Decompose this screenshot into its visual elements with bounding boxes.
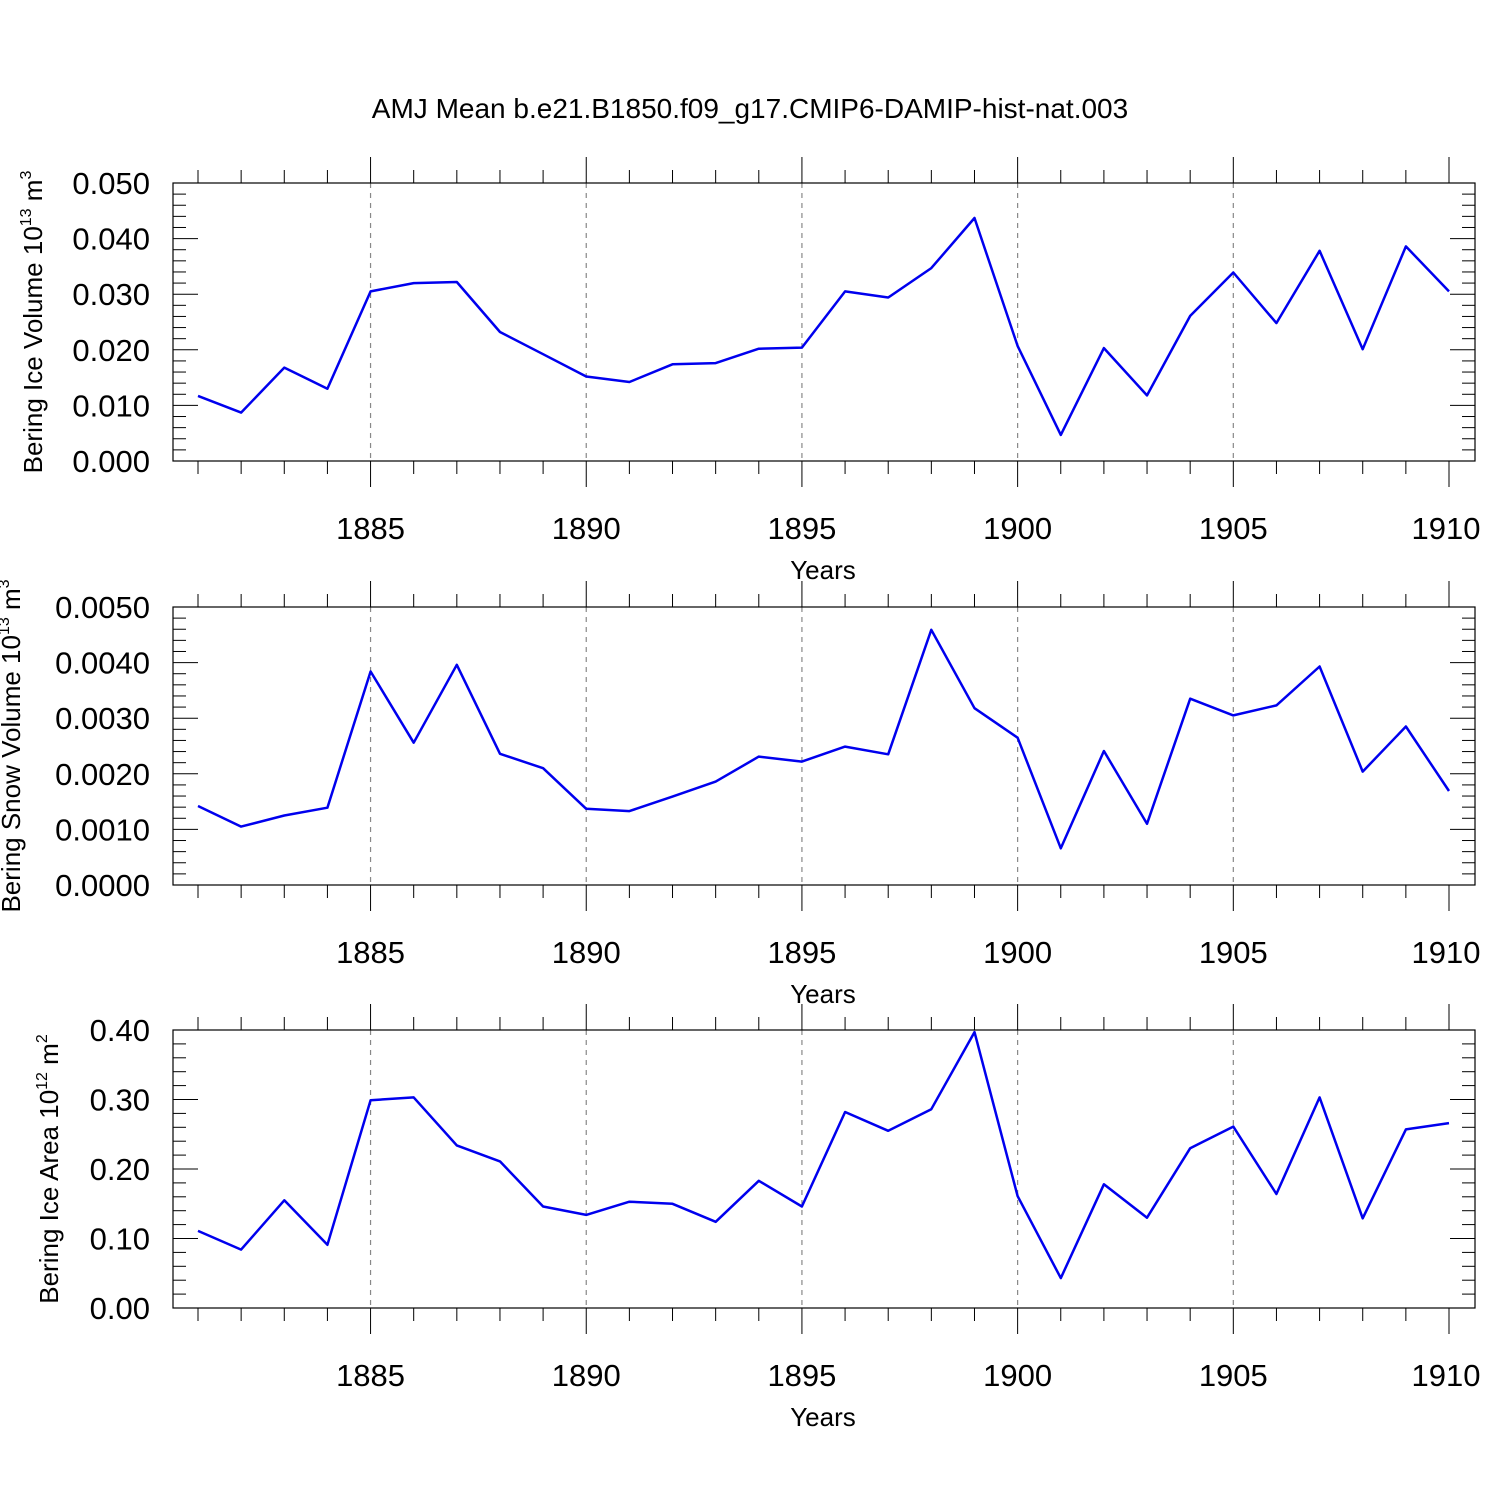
y-tick-label: 0.20: [90, 1152, 150, 1187]
plot-frame: [172, 182, 1476, 462]
x-tick-label: 1885: [336, 935, 405, 970]
y-axis-title: Bering Snow Volume 1013 m3: [0, 579, 26, 912]
x-tick-label: 1900: [983, 1358, 1052, 1393]
panel-2: 0.0000 0.0010 0.0020 0.0030 0.0040 0.0050 1885…: [0, 579, 1480, 1009]
y-tick-label: 0.010: [72, 388, 150, 423]
x-tick-label: 1910: [1412, 1358, 1481, 1393]
y-axis-title-text: Bering Ice Volume 10: [18, 226, 48, 473]
y-axis-title-exponent: 13: [0, 617, 13, 635]
x-tick-label: 1895: [767, 935, 836, 970]
panel-3: 0.00 0.10 0.20 0.30 0.40 1885 1890 1895 1900 1905…: [34, 1004, 1480, 1432]
y-tick-label: 0.040: [72, 222, 150, 257]
y-tick-label: 0.0010: [55, 812, 150, 847]
x-tick-label: 1890: [552, 1358, 621, 1393]
panel-1: 0.000 0.010 0.020 0.030 0.040 0.050 1885 1890 18…: [18, 157, 1480, 585]
x-tick-label: 1900: [983, 511, 1052, 546]
x-axis-title: Years: [790, 555, 856, 585]
y-tick-label: 0.40: [90, 1013, 150, 1048]
y-tick-label: 0.00: [90, 1291, 150, 1326]
y-tick-label: 0.0000: [55, 868, 150, 903]
x-tick-label: 1910: [1412, 511, 1481, 546]
y-axis-title-unit-exponent: 2: [34, 1034, 51, 1043]
y-axis-title-unit: m: [0, 588, 26, 617]
y-axis-title-exponent: 13: [18, 208, 35, 226]
y-tick-label: 0.050: [72, 166, 150, 201]
x-tick-label: 1895: [767, 1358, 836, 1393]
y-axis-title-unit-exponent: 3: [18, 171, 35, 180]
plot-frame: [172, 606, 1476, 886]
y-axis-title-unit: m: [34, 1043, 64, 1072]
y-axis-title: Bering Ice Area 1012 m2: [34, 1034, 64, 1304]
x-axis-title: Years: [790, 979, 856, 1009]
y-axis-title-unit-exponent: 3: [0, 579, 13, 588]
x-tick-label: 1905: [1199, 935, 1268, 970]
y-tick-label: 0.030: [72, 277, 150, 312]
x-tick-label: 1905: [1199, 1358, 1268, 1393]
y-tick-label: 0.000: [72, 444, 150, 479]
y-axis-title: Bering Ice Volume 1013 m3: [18, 171, 48, 474]
y-axis-title-text: Bering Snow Volume 10: [0, 635, 26, 913]
y-tick-label: 0.020: [72, 333, 150, 368]
y-tick-label: 0.0030: [55, 701, 150, 736]
panels: 0.000 0.010 0.020 0.030 0.040 0.050 1885 1890 18…: [0, 157, 1480, 1432]
x-tick-label: 1900: [983, 935, 1052, 970]
figure-title: AMJ Mean b.e21.B1850.f09_g17.CMIP6-DAMIP…: [372, 93, 1128, 124]
series-line: [197, 216, 1450, 437]
series-line: [197, 1030, 1450, 1280]
x-tick-label: 1885: [336, 1358, 405, 1393]
y-tick-label: 0.0050: [55, 590, 150, 625]
y-axis-title-unit: m: [18, 180, 48, 209]
y-tick-label: 0.10: [90, 1222, 150, 1257]
x-tick-label: 1910: [1412, 935, 1481, 970]
x-tick-label: 1895: [767, 511, 836, 546]
x-tick-label: 1890: [552, 935, 621, 970]
x-tick-label: 1885: [336, 511, 405, 546]
y-tick-label: 0.0040: [55, 646, 150, 681]
x-tick-label: 1905: [1199, 511, 1268, 546]
y-axis-title-text: Bering Ice Area 10: [34, 1090, 64, 1304]
y-axis-title-exponent: 12: [34, 1072, 51, 1090]
y-tick-label: 0.30: [90, 1083, 150, 1118]
x-axis-title: Years: [790, 1402, 856, 1432]
x-tick-label: 1890: [552, 511, 621, 546]
series-line: [197, 628, 1451, 850]
y-tick-label: 0.0020: [55, 757, 150, 792]
